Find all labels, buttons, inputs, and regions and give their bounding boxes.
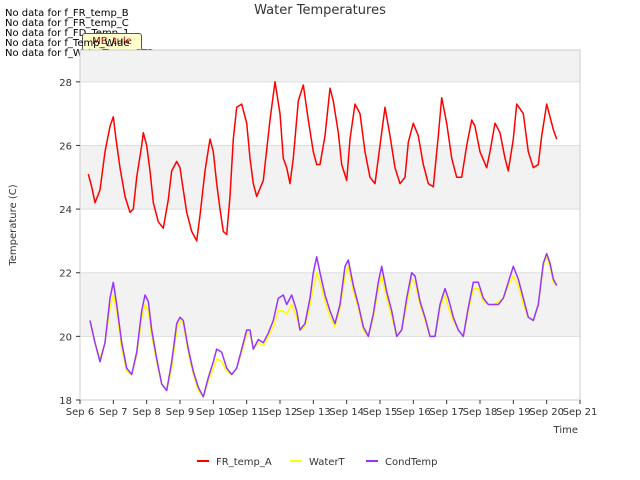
legend-label: CondTemp [385,457,437,468]
x-tick-label: Sep 12 [263,407,298,418]
nodata-message-4: No data for f_Temp_Wide [5,38,130,49]
y-tick-label: 22 [59,269,72,280]
y-tick-label: 18 [59,396,72,407]
y-tick-label: 20 [59,332,72,343]
x-tick-label: Sep 9 [166,407,194,418]
x-tick-label: Sep 8 [132,407,160,418]
nodata-message-3: No data for f_FD_Temp_1 [5,28,130,39]
x-tick-label: Sep 15 [363,407,398,418]
nodata-message-1: No data for f_FR_temp_B [5,8,129,19]
chart-title: Water Temperatures [254,3,386,18]
x-tick-label: Sep 13 [296,407,331,418]
x-tick-label: Sep 11 [229,407,264,418]
background-band [80,50,580,82]
y-tick-label: 28 [59,78,72,89]
x-tick-label: Sep 18 [463,407,498,418]
x-tick-label: Sep 7 [99,407,127,418]
x-tick-label: Sep 6 [66,407,94,418]
background-band [80,145,580,210]
x-tick-label: Sep 17 [429,407,464,418]
x-tick-label: Sep 20 [529,407,564,418]
y-tick-label: 24 [59,205,72,216]
legend-label: FR_temp_A [216,457,272,468]
x-tick-label: Sep 16 [396,407,431,418]
background-bands [80,50,580,337]
x-tick-label: Sep 21 [563,407,598,418]
nodata-message-2: No data for f_FR_temp_C [5,18,129,29]
x-tick-label: Sep 19 [496,407,531,418]
x-tick-label: Sep 14 [329,407,364,418]
plot-frame [79,49,581,401]
y-axis-ticks: 18 20 22 24 26 28 [59,78,80,407]
legend: FR_temp_A WaterT CondTemp [197,457,437,468]
x-tick-label: Sep 10 [196,407,231,418]
background-band [80,272,580,337]
series-lines [87,81,558,398]
series-line-FR_temp_A [87,81,558,242]
series-line-CondTemp [89,252,558,398]
y-axis-label: Temperature (C) [8,184,19,266]
y-tick-label: 26 [59,141,72,152]
legend-label: WaterT [309,457,346,468]
x-axis-label: Time [553,425,578,436]
